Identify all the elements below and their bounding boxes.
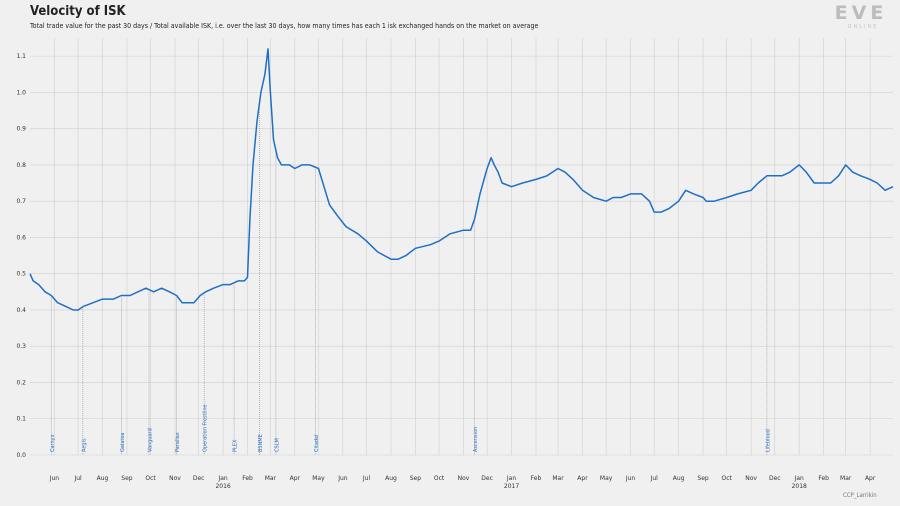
x-tick-label: Jan	[506, 475, 516, 482]
x-tick-label: Apr	[865, 475, 876, 482]
x-tick-label: Nov	[169, 475, 181, 482]
x-tick-year-label: 2017	[504, 483, 519, 490]
x-tick-label: Mar	[840, 475, 852, 482]
x-tick-label: Dec	[193, 475, 205, 482]
annotation-label: Vanguard	[148, 428, 154, 452]
x-tick-label: Mar	[552, 475, 564, 482]
chart-title: Velocity of ISK	[30, 4, 126, 19]
y-tick-label: 0.0	[16, 452, 26, 459]
author-credit: CCP_Larrikin	[843, 492, 877, 499]
velocity-series-line	[29, 48, 894, 311]
y-tick-label: 1.0	[16, 89, 26, 96]
logo-text: EVE	[835, 2, 888, 24]
x-tick-label: Aug	[673, 475, 685, 482]
x-tick-label: Feb	[242, 475, 253, 482]
annotation-label: Citadel	[314, 434, 320, 452]
y-tick-label: 0.6	[16, 234, 26, 241]
annotation-label: PLEX	[233, 439, 239, 452]
x-tick-label: Sep	[121, 475, 133, 482]
x-tick-label: Feb	[531, 475, 542, 482]
x-tick-label: Jul	[73, 475, 82, 482]
x-tick-label: Apr	[290, 475, 301, 482]
x-tick-year-label: 2016	[215, 483, 230, 490]
x-tick-year-label: 2018	[792, 483, 807, 490]
annotation-layer: Carnyx Aegis Galatea Vanguard Parallax Operat…	[50, 105, 771, 455]
x-tick-label: Dec	[769, 475, 781, 482]
y-tick-label: 0.9	[16, 126, 26, 133]
x-tick-label: Sep	[697, 475, 709, 482]
annotation-label: Lifeblood	[765, 429, 771, 452]
chart-subtitle: Total trade value for the past 30 days /…	[30, 22, 539, 30]
x-tick-label: Mar	[265, 475, 277, 482]
annotation-label: Aegis	[81, 438, 87, 452]
x-tick-label: Oct	[434, 475, 445, 482]
x-tick-label: Nov	[745, 475, 757, 482]
x-tick-label: Nov	[458, 475, 470, 482]
x-tick-label: Jul	[362, 475, 371, 482]
y-tick-label: 1.1	[16, 53, 26, 60]
x-tick-label: Jun	[337, 475, 348, 482]
annotation-label: Parallax	[175, 432, 181, 452]
x-tick-label: Oct	[145, 475, 156, 482]
x-tick-label: Aug	[97, 475, 109, 482]
x-tick-label: Jun	[49, 475, 60, 482]
x-tick-label: May	[600, 475, 613, 482]
x-tick-label: Feb	[818, 475, 829, 482]
y-tick-label: 0.2	[16, 379, 26, 386]
x-tick-label: Sep	[410, 475, 422, 482]
axes-layer: 0.0 0.1 0.2 0.3 0.4 0.5 0.6 0.7 0.8 0.9 1.0 1.1 Jun J…	[16, 53, 875, 490]
y-tick-label: 0.4	[16, 307, 26, 314]
x-tick-label: Jan	[217, 475, 227, 482]
logo-subtext: ONLINE	[848, 24, 879, 30]
x-tick-label: Jun	[625, 475, 636, 482]
y-tick-label: 0.5	[16, 271, 26, 278]
x-tick-label: Apr	[577, 475, 588, 482]
annotation-label: Operation Frostline	[203, 404, 209, 452]
series-layer	[29, 48, 894, 311]
x-tick-label: Dec	[481, 475, 493, 482]
y-tick-label: 0.7	[16, 198, 26, 205]
eve-online-logo: EVE ONLINE	[835, 2, 888, 30]
x-tick-label: May	[312, 475, 325, 482]
annotation-label: CSLM	[274, 438, 280, 452]
annotation-label: Carnyx	[50, 434, 56, 452]
x-tick-label: Aug	[385, 475, 397, 482]
y-tick-label: 0.8	[16, 162, 26, 169]
annotation-label: BSNME	[258, 434, 264, 452]
y-tick-label: 0.3	[16, 343, 26, 350]
x-tick-label: Oct	[722, 475, 733, 482]
annotation-label: Ascension	[473, 427, 479, 452]
x-tick-label: Jan	[794, 475, 804, 482]
y-tick-label: 0.1	[16, 416, 26, 423]
grid-layer	[30, 38, 893, 456]
annotation-label: Galatea	[120, 433, 126, 453]
x-tick-label: Jul	[650, 475, 659, 482]
